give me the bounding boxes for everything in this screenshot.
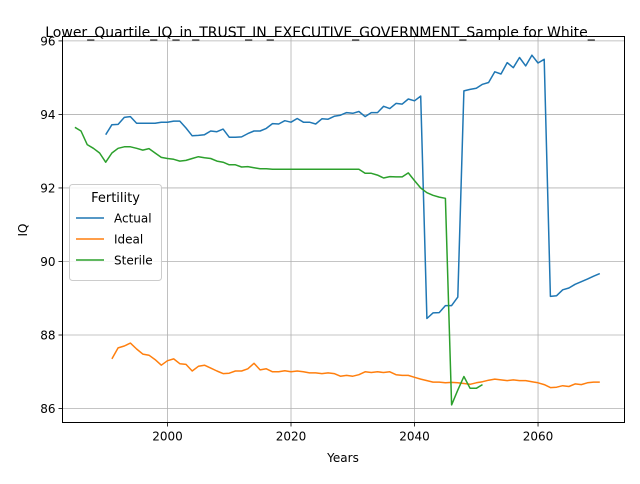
y-tick-label: 94 bbox=[40, 108, 55, 122]
x-axis-label: Years bbox=[326, 451, 359, 465]
x-tick-label: 2000 bbox=[152, 430, 183, 444]
legend-label-ideal: Ideal bbox=[114, 233, 143, 247]
plot-frame bbox=[62, 36, 625, 423]
y-axis-label: IQ bbox=[16, 224, 30, 237]
series-line-actual bbox=[105, 54, 601, 320]
legend-label-sterile: Sterile bbox=[114, 254, 153, 268]
legend-title: Fertility bbox=[91, 191, 140, 206]
series-line-ideal bbox=[111, 342, 600, 389]
legend-box bbox=[69, 184, 162, 281]
y-tick-label: 88 bbox=[40, 329, 55, 343]
y-tick-label: 86 bbox=[40, 402, 55, 416]
x-tick-label: 2060 bbox=[523, 430, 554, 444]
y-tick-label: 92 bbox=[40, 181, 55, 195]
x-tick-label: 2040 bbox=[399, 430, 430, 444]
chart-title: Lower_Quartile_IQ_in_TRUST_IN_EXECUTIVE_… bbox=[45, 25, 595, 41]
axis-ticks: 2000 2020 2040 2060 86 88 90 92 94 96 bbox=[40, 34, 553, 443]
y-tick-label: 90 bbox=[40, 255, 55, 269]
y-tick-label: 96 bbox=[40, 34, 55, 48]
legend-items: Actual Ideal Sterile bbox=[76, 212, 153, 268]
legend: Fertility Actual Ideal Sterile bbox=[69, 184, 162, 281]
x-tick-label: 2020 bbox=[276, 430, 307, 444]
legend-label-actual: Actual bbox=[114, 212, 152, 226]
series-lines bbox=[74, 54, 601, 406]
series-line-sterile bbox=[74, 126, 483, 406]
